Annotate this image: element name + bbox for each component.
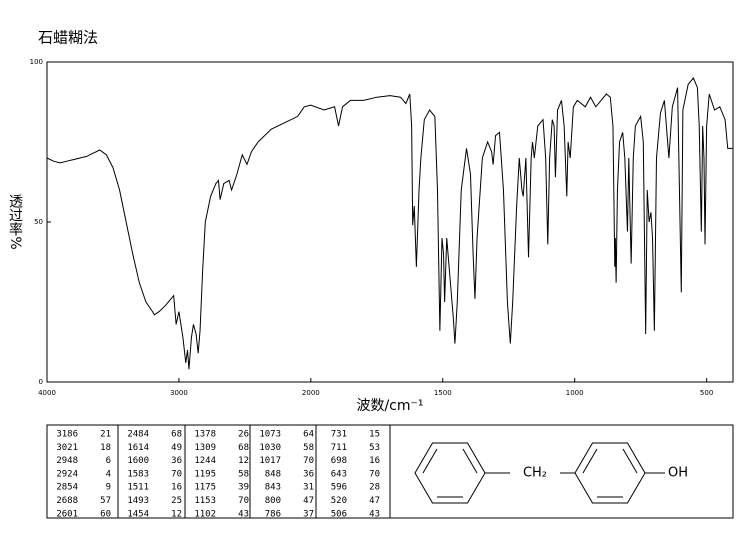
peak-wavenumber: 731 xyxy=(331,430,347,440)
peak-transmittance: 53 xyxy=(369,443,380,453)
peak-transmittance: 47 xyxy=(369,496,380,506)
spectrum-line xyxy=(46,77,733,370)
peak-transmittance: 4 xyxy=(106,469,111,479)
x-tick-label: 2000 xyxy=(302,389,320,397)
peak-wavenumber: 1102 xyxy=(194,509,216,519)
peak-wavenumber: 1073 xyxy=(259,430,281,440)
x-tick-label: 500 xyxy=(700,389,713,397)
peak-transmittance: 21 xyxy=(100,430,111,440)
x-tick-label: 1000 xyxy=(566,389,584,397)
y-tick-label: 50 xyxy=(34,218,43,226)
peak-transmittance: 28 xyxy=(369,483,380,493)
peak-wavenumber: 2948 xyxy=(56,456,78,466)
peak-wavenumber: 1600 xyxy=(127,456,149,466)
peak-wavenumber: 1378 xyxy=(194,430,216,440)
peak-wavenumber: 2601 xyxy=(56,509,78,519)
chart-title: 石蜡糊法 xyxy=(38,29,98,47)
peak-wavenumber: 506 xyxy=(331,509,347,519)
peak-transmittance: 37 xyxy=(303,509,314,519)
peak-wavenumber: 2924 xyxy=(56,469,78,479)
peak-transmittance: 70 xyxy=(303,456,314,466)
peak-wavenumber: 3021 xyxy=(56,443,78,453)
peak-wavenumber: 1244 xyxy=(194,456,216,466)
y-axis-label: 透过率% xyxy=(7,194,23,249)
peak-transmittance: 70 xyxy=(171,469,182,479)
peak-transmittance: 68 xyxy=(171,430,182,440)
peak-transmittance: 6 xyxy=(106,456,111,466)
peak-transmittance: 58 xyxy=(238,469,249,479)
peak-transmittance: 64 xyxy=(303,430,314,440)
bridge-label: CH₂ xyxy=(523,466,547,481)
peak-wavenumber: 596 xyxy=(331,483,347,493)
peak-wavenumber: 711 xyxy=(331,443,347,453)
peak-wavenumber: 1030 xyxy=(259,443,281,453)
peak-wavenumber: 3186 xyxy=(56,430,78,440)
peak-transmittance: 60 xyxy=(100,509,111,519)
peak-transmittance: 12 xyxy=(171,509,182,519)
peak-wavenumber: 1493 xyxy=(127,496,149,506)
peak-wavenumber: 1583 xyxy=(127,469,149,479)
x-tick-label: 3000 xyxy=(170,389,188,397)
peak-wavenumber: 1614 xyxy=(127,443,149,453)
peak-wavenumber: 848 xyxy=(265,469,281,479)
peak-wavenumber: 1175 xyxy=(194,483,216,493)
peak-wavenumber: 1153 xyxy=(194,496,216,506)
peak-transmittance: 43 xyxy=(369,509,380,519)
peak-wavenumber: 843 xyxy=(265,483,281,493)
peak-transmittance: 15 xyxy=(369,430,380,440)
peak-transmittance: 43 xyxy=(238,509,249,519)
peak-wavenumber: 2854 xyxy=(56,483,78,493)
peak-wavenumber: 2484 xyxy=(127,430,149,440)
peak-transmittance: 70 xyxy=(369,469,380,479)
peak-transmittance: 18 xyxy=(100,443,111,453)
peak-transmittance: 9 xyxy=(106,483,111,493)
peak-transmittance: 16 xyxy=(369,456,380,466)
peak-wavenumber: 1195 xyxy=(194,469,216,479)
peak-transmittance: 68 xyxy=(238,443,249,453)
peak-wavenumber: 1511 xyxy=(127,483,149,493)
peak-wavenumber: 800 xyxy=(265,496,281,506)
y-tick-label: 100 xyxy=(30,58,43,66)
structure xyxy=(414,442,665,504)
peak-wavenumber: 643 xyxy=(331,469,347,479)
peak-transmittance: 47 xyxy=(303,496,314,506)
peak-wavenumber: 1309 xyxy=(194,443,216,453)
peak-transmittance: 58 xyxy=(303,443,314,453)
peak-wavenumber: 1454 xyxy=(127,509,149,519)
x-tick-label: 4000 xyxy=(38,389,56,397)
group-label: OH xyxy=(668,466,688,481)
x-tick-label: 1500 xyxy=(434,389,452,397)
peak-transmittance: 12 xyxy=(238,456,249,466)
peak-wavenumber: 520 xyxy=(331,496,347,506)
peak-wavenumber: 1017 xyxy=(259,456,281,466)
peak-transmittance: 36 xyxy=(171,456,182,466)
peak-wavenumber: 786 xyxy=(265,509,281,519)
peak-wavenumber: 698 xyxy=(331,456,347,466)
peak-transmittance: 49 xyxy=(171,443,182,453)
peak-transmittance: 25 xyxy=(171,496,182,506)
peak-transmittance: 26 xyxy=(238,430,249,440)
peak-transmittance: 31 xyxy=(303,483,314,493)
peak-transmittance: 36 xyxy=(303,469,314,479)
peak-transmittance: 70 xyxy=(238,496,249,506)
y-tick-label: 0 xyxy=(39,378,43,386)
peak-transmittance: 39 xyxy=(238,483,249,493)
peak-transmittance: 16 xyxy=(171,483,182,493)
peak-wavenumber: 2688 xyxy=(56,496,78,506)
peak-transmittance: 57 xyxy=(100,496,111,506)
x-axis-label: 波数/cm⁻¹ xyxy=(356,398,423,414)
